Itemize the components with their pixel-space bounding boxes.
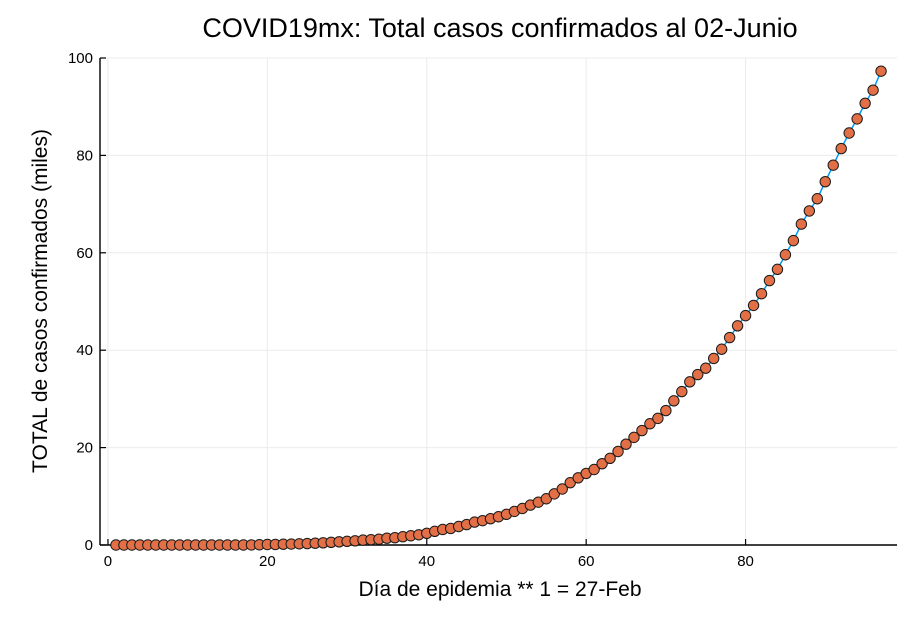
data-point [700,362,712,374]
y-tick-label: 40 [76,342,93,359]
data-point [811,193,823,205]
data-point [851,113,863,125]
data-point [819,176,831,188]
data-point [684,376,696,388]
data-point [843,127,855,139]
data-point [660,404,672,417]
data-point [835,142,847,155]
data-point [867,84,879,96]
data-point [556,483,568,495]
x-tick-label: 20 [259,553,276,570]
y-tick-label: 80 [76,147,93,164]
y-tick-label: 60 [76,245,93,262]
x-tick-label: 60 [578,553,595,570]
grid [100,57,897,546]
data-point [747,299,760,312]
data-point [604,452,616,465]
data-point [596,457,608,470]
data-point [644,418,656,430]
data-point [715,343,728,355]
y-tick-label: 20 [76,440,93,457]
data-point [795,218,808,230]
data-point [763,274,776,287]
data-point [875,65,887,77]
data-point [755,288,768,300]
x-tick-label: 0 [104,553,112,570]
data-point [803,205,816,217]
chart-title: COVID19mx: Total casos confirmados al 02… [202,13,797,43]
data-point [652,412,664,425]
data-point [612,445,624,458]
axes: 0 20 40 60 80 0 20 40 60 80 100 [68,50,897,570]
data-point [787,234,800,247]
data-point [588,463,600,476]
data-point [628,431,640,444]
data-point [779,249,792,261]
data-point [620,438,632,450]
data-point [859,97,871,109]
data-point [707,352,720,365]
data-point [723,331,736,344]
x-axis-title: Día de epidemia ** 1 = 27-Feb [358,578,641,601]
data-point [636,424,648,437]
x-tick-label: 80 [737,553,754,570]
data-point [676,385,688,398]
y-axis-title: TOTAL de casos confirmados (miles) [29,129,52,473]
series-line [115,70,882,546]
data-point [692,368,704,381]
data-point [731,320,744,332]
x-tick-label: 40 [418,553,435,570]
data-point [668,395,680,407]
data-point [739,309,752,322]
data-series [110,65,887,551]
data-point [771,263,784,276]
y-tick-label: 0 [85,537,93,554]
y-tick-label: 100 [68,50,93,67]
data-point [827,159,839,171]
